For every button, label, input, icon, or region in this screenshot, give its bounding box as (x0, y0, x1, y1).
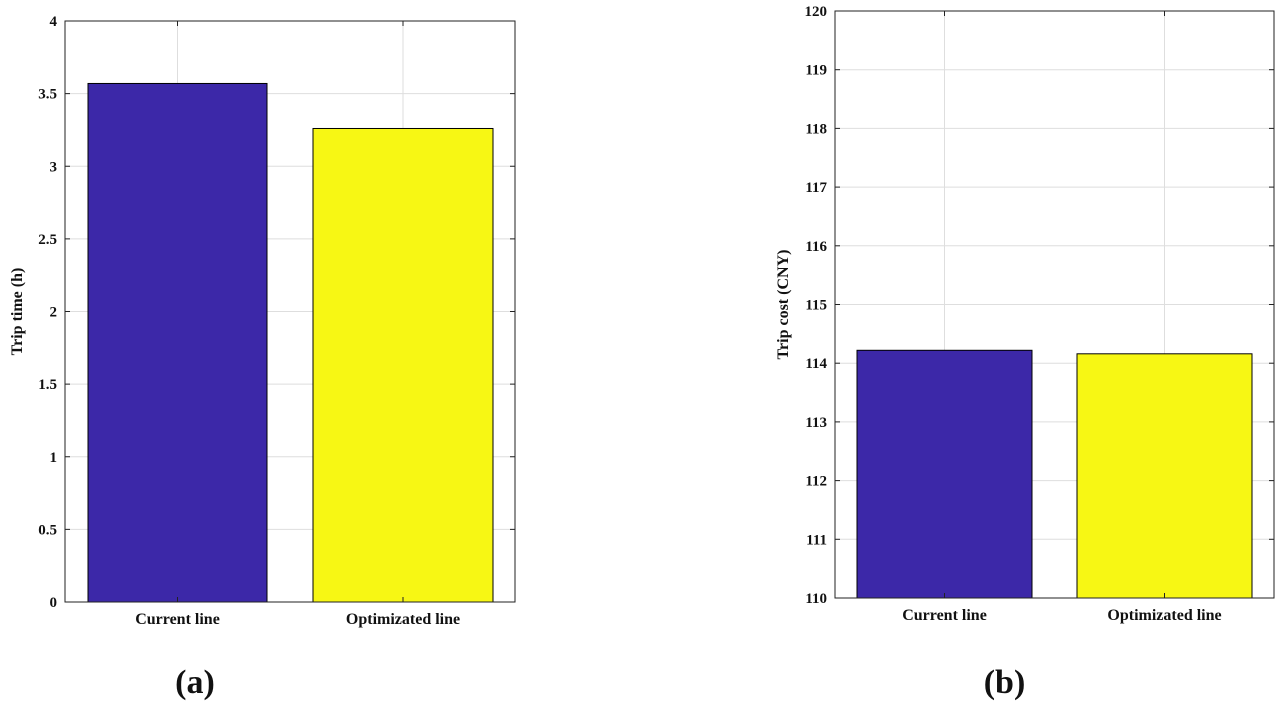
chart-b-trip-cost: 110 111 112 113 114 115 116 117 118 119 120 Current… (775, 4, 1275, 701)
x-category-label: Optimizated line (346, 611, 460, 628)
x-category-label: Optimizated line (1107, 607, 1221, 624)
y-tick-label: 0.5 (38, 522, 57, 538)
x-category-label: Current line (135, 611, 220, 628)
y-tick-label: 3 (50, 159, 58, 175)
y-tick-label: 116 (805, 239, 827, 255)
bar-current-line (856, 349, 1033, 599)
y-tick-label: 110 (805, 591, 827, 607)
y-axis-label: Trip cost (CNY) (775, 250, 792, 360)
y-tick-label: 1.5 (38, 377, 57, 393)
y-tick-label: 118 (805, 121, 827, 137)
y-tick-label: 114 (805, 356, 827, 372)
y-tick-label: 2.5 (38, 232, 57, 248)
bar-optimized-line (1076, 353, 1253, 599)
y-tick-label: 4 (50, 14, 58, 30)
bar-current-line (87, 82, 268, 603)
y-tick-label: 119 (805, 63, 827, 79)
y-tick-label: 0 (50, 595, 58, 611)
y-tick-label: 115 (805, 298, 827, 314)
y-tick-label: 3.5 (38, 87, 57, 103)
y-tick-label: 117 (805, 180, 827, 196)
x-category-label: Current line (902, 607, 987, 624)
y-tick-label: 113 (805, 415, 827, 431)
axes-frame (64, 20, 516, 603)
panel-label: (b) (984, 664, 1026, 701)
y-tick-label: 112 (805, 474, 827, 490)
axes-frame (834, 10, 1275, 599)
bar-optimized-line (312, 127, 494, 603)
y-tick-label: 2 (50, 305, 58, 321)
y-tick-label: 1 (50, 450, 58, 466)
chart-a-trip-time: 0 0.5 1 1.5 2 2.5 3 3.5 4 Current line Optimizated… (9, 14, 516, 701)
y-tick-label: 120 (805, 4, 828, 20)
y-tick-label: 111 (806, 532, 827, 548)
panel-label: (a) (175, 664, 215, 701)
y-axis-label: Trip time (h) (9, 268, 26, 356)
